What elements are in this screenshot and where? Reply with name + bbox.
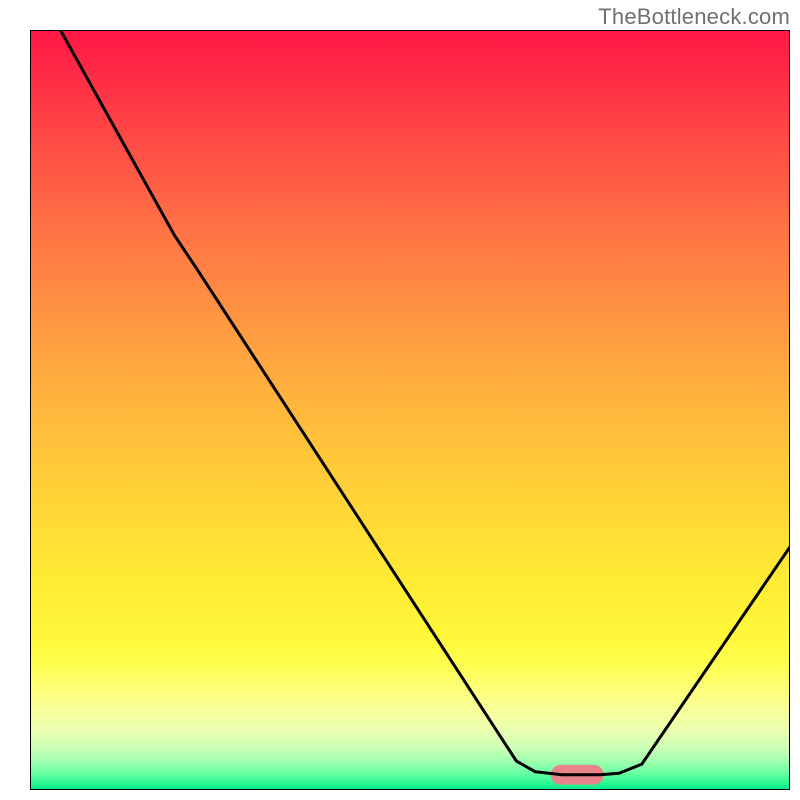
chart-background	[30, 30, 790, 790]
watermark-text: TheBottleneck.com	[598, 4, 790, 30]
chart-container: TheBottleneck.com	[0, 0, 800, 800]
bottleneck-chart	[0, 0, 800, 800]
